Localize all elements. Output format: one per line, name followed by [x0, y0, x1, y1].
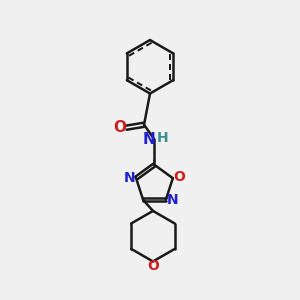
- Text: O: O: [113, 120, 126, 135]
- Text: O: O: [147, 259, 159, 273]
- Text: N: N: [143, 132, 155, 147]
- Text: N: N: [167, 193, 178, 207]
- Text: H: H: [157, 131, 169, 145]
- Text: N: N: [124, 171, 135, 185]
- Text: O: O: [173, 170, 185, 184]
